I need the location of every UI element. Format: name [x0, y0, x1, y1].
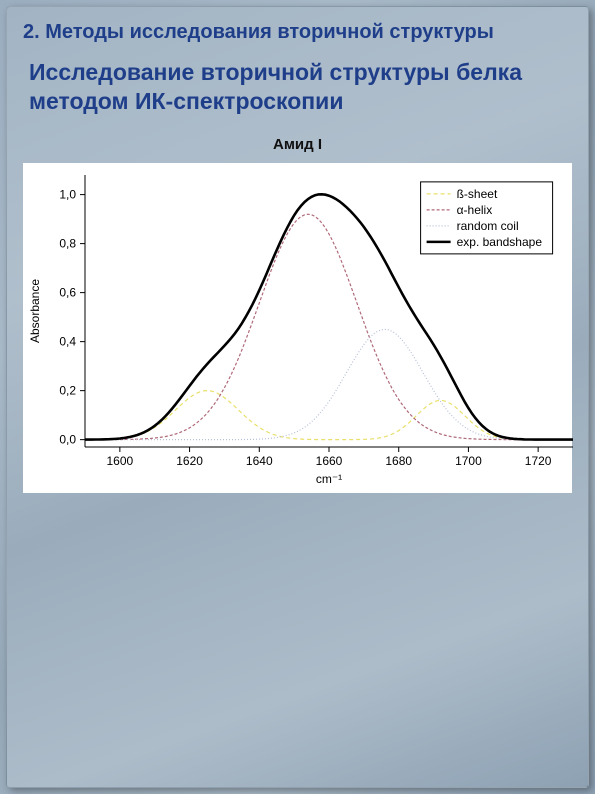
svg-text:ß-sheet: ß-sheet: [457, 186, 498, 200]
svg-text:1600: 1600: [107, 454, 134, 468]
ir-spectrum-chart: 1600 1620 1640 1660 1680 1700 1720 0,0 0,2 0,4 0,6…: [23, 163, 572, 493]
main-title: Исследование вторичной структуры белка м…: [29, 58, 572, 116]
svg-text:0,8: 0,8: [59, 236, 76, 250]
svg-text:1620: 1620: [176, 454, 203, 468]
svg-text:Absorbance: Absorbance: [28, 278, 42, 342]
svg-text:1660: 1660: [316, 454, 343, 468]
svg-text:0,2: 0,2: [59, 383, 76, 397]
svg-text:cm⁻¹: cm⁻¹: [316, 472, 342, 486]
svg-text:exp. bandshape: exp. bandshape: [457, 234, 543, 248]
svg-text:1720: 1720: [525, 454, 552, 468]
svg-text:1700: 1700: [455, 454, 482, 468]
svg-text:0,6: 0,6: [59, 285, 76, 299]
svg-text:α-helix: α-helix: [457, 202, 493, 216]
svg-text:random coil: random coil: [457, 218, 519, 232]
svg-text:0,0: 0,0: [59, 432, 76, 446]
svg-text:1680: 1680: [385, 454, 412, 468]
section-title: 2. Методы исследования вторичной структу…: [23, 21, 572, 44]
svg-text:1,0: 1,0: [59, 187, 76, 201]
svg-text:1640: 1640: [246, 454, 273, 468]
chart-subtitle: Амид I: [23, 136, 572, 153]
svg-text:0,4: 0,4: [59, 334, 76, 348]
